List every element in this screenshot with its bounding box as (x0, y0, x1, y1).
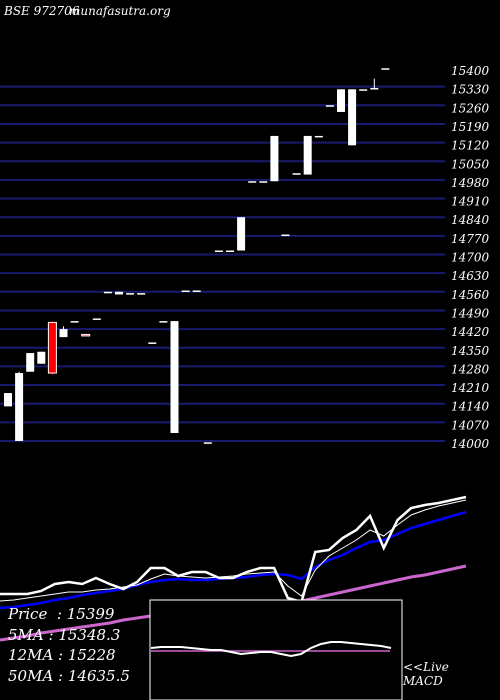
y-tick-label: 15050 (451, 157, 490, 171)
candle-body (325, 105, 334, 107)
ma50-label: 50MA (8, 666, 54, 685)
y-axis-ticks: 15400 15330 15260 15190 15120 15050 14980 14910… (451, 64, 490, 451)
stock-code: 972706 (33, 4, 80, 18)
candle-body (270, 135, 279, 182)
macd-label: MACD (403, 674, 443, 688)
macd-line (150, 641, 392, 658)
macd-lines (150, 641, 392, 658)
candle-body (126, 293, 135, 295)
y-tick-label: 14700 (451, 251, 490, 265)
candle-body (248, 181, 257, 183)
price-value: 15399 (66, 605, 115, 623)
candle-body (237, 217, 246, 251)
macd-note: <<Live MACD (403, 660, 449, 688)
price-summary: Price : 15399 5MA : 15348.3 12MA : 15228… (8, 604, 130, 686)
candle-body (359, 89, 368, 91)
candle-body (115, 291, 123, 295)
y-tick-label: 14630 (451, 269, 490, 283)
ma5-value: 15348.3 (58, 625, 121, 644)
candle-body (148, 342, 157, 344)
macd-panel (149, 599, 403, 700)
ma50-row: 50MA : 14635.5 (8, 666, 130, 685)
candle-body (47, 321, 57, 374)
candle-body (26, 353, 35, 372)
candle-body (70, 321, 79, 323)
candle-body (159, 321, 168, 323)
candle-body (214, 250, 223, 253)
candle-body (303, 135, 312, 175)
candle-body (15, 373, 24, 441)
candle-body (348, 89, 357, 146)
candle-body (292, 173, 301, 175)
price-line (0, 495, 467, 604)
y-tick-label: 14980 (451, 176, 490, 190)
candles (4, 68, 390, 444)
candle-body (381, 68, 390, 70)
y-tick-label: 14770 (451, 232, 490, 246)
candle-body (370, 87, 379, 90)
candle-body (314, 135, 323, 138)
price-label: Price (8, 605, 48, 623)
y-tick-label: 14350 (451, 344, 490, 358)
ma5-row: 5MA : 15348.3 (8, 625, 121, 644)
ma12-label: 12MA (8, 646, 54, 664)
candle-body (226, 250, 234, 253)
ma5-label: 5MA (8, 625, 44, 644)
candle-body (4, 393, 12, 407)
candle-body (203, 442, 212, 444)
y-tick-label: 14560 (451, 288, 490, 302)
y-tick-label: 14910 (451, 195, 490, 209)
candle-body (192, 290, 201, 292)
y-tick-label: 14140 (451, 400, 490, 414)
exchange-label: BSE (4, 4, 30, 18)
candle-body (259, 181, 268, 183)
y-tick-label: 15260 (451, 101, 490, 115)
site-name: munafasutra.org (69, 4, 171, 18)
ma-fast-line (0, 499, 467, 602)
y-tick-label: 14490 (451, 306, 490, 320)
candle-body (337, 89, 345, 112)
y-tick-label: 14420 (451, 325, 490, 339)
candle-body (92, 318, 101, 320)
y-tick-label: 14280 (451, 362, 490, 376)
candle-body (137, 293, 146, 295)
candle-body (81, 333, 91, 337)
ma50-value: 14635.5 (67, 666, 130, 685)
y-tick-label: 14070 (451, 418, 490, 432)
y-tick-label: 15330 (451, 83, 490, 97)
candle-body (37, 351, 46, 364)
y-tick-label: 15400 (451, 64, 490, 78)
ma12-row: 12MA : 15228 (8, 646, 116, 664)
candle-body (170, 321, 179, 434)
candle-body (59, 329, 68, 338)
candle-body (181, 290, 190, 292)
candle-body (103, 291, 112, 294)
price-row: Price : 15399 (8, 605, 115, 623)
y-tick-label: 15120 (451, 139, 490, 153)
grid-lines (0, 85, 445, 442)
ma12-value: 15228 (67, 646, 116, 664)
live-label: <<Live (403, 660, 449, 674)
y-tick-label: 14000 (451, 437, 490, 451)
candle-body (281, 234, 290, 237)
y-tick-label: 15190 (451, 120, 490, 134)
chart-header-left: BSE 972706 (4, 4, 79, 18)
y-tick-label: 14840 (451, 213, 490, 227)
y-tick-label: 14210 (451, 381, 490, 395)
